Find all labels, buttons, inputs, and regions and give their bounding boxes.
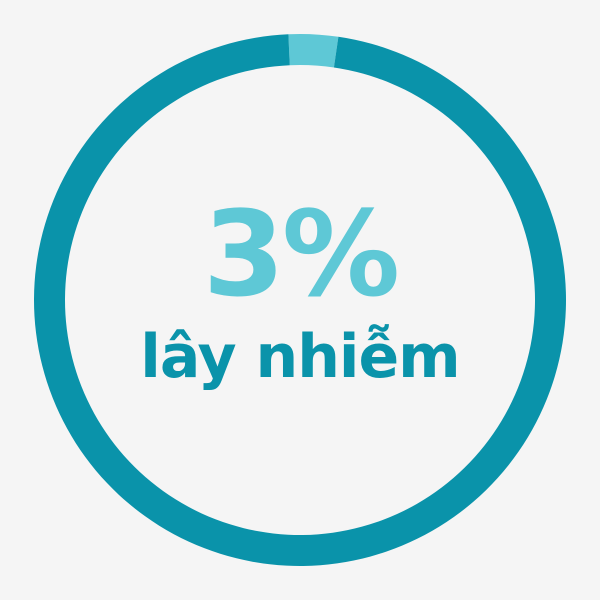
- percentage-value: 3%: [202, 185, 400, 323]
- slice-infected: [288, 34, 339, 68]
- caption-label: lây nhiễm: [140, 322, 460, 392]
